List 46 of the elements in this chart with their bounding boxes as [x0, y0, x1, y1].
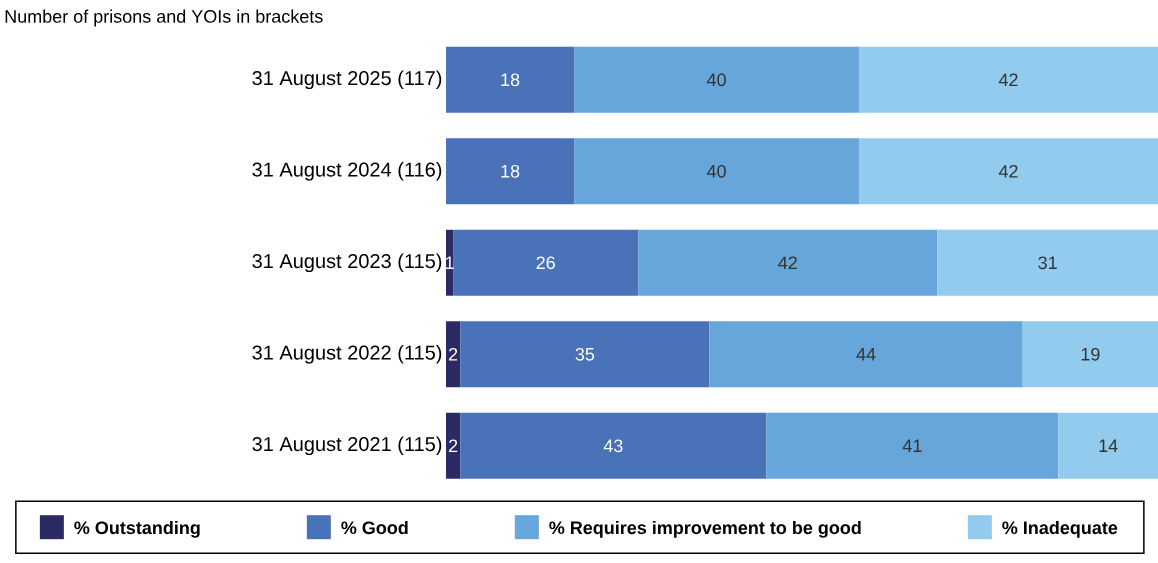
data-label: 40: [706, 164, 726, 178]
legend-label: % Good: [341, 520, 408, 535]
data-label: 42: [998, 73, 1018, 87]
data-label: 2: [449, 347, 458, 361]
y-tick-label: 31 August 2022 (115): [252, 344, 442, 364]
y-tick-label: 31 August 2021 (115): [252, 436, 442, 456]
data-label: 2: [449, 439, 458, 453]
data-label: 35: [575, 347, 595, 361]
data-label: 31: [1038, 256, 1057, 270]
bar: [460, 412, 767, 479]
bar: [446, 412, 461, 479]
data-label: 18: [501, 164, 520, 178]
bar: [937, 229, 1158, 296]
y-tick-label: 31 August 2025 (117): [252, 70, 442, 90]
bar: [858, 46, 1158, 113]
bar: [446, 321, 461, 388]
bar: [453, 229, 639, 296]
bar: [460, 321, 710, 388]
bar: [1058, 412, 1158, 479]
data-label: 43: [603, 439, 623, 453]
data-label: 42: [998, 164, 1018, 178]
y-tick-label: 31 August 2023 (115): [252, 253, 442, 273]
text: Number of prisons and YOIs in brackets: [5, 9, 323, 27]
bar: [574, 46, 859, 113]
bar: [446, 229, 454, 296]
y-tick-label: 31 August 2024 (116): [252, 161, 442, 181]
data-label: 1: [445, 256, 454, 269]
legend-label: % Inadequate: [1002, 520, 1118, 538]
data-label: 19: [1081, 347, 1100, 361]
bar: [709, 321, 1023, 388]
bar: [446, 46, 575, 113]
bar: [766, 412, 1059, 479]
bar: [574, 138, 859, 205]
bar: [638, 229, 938, 296]
bar: [446, 138, 575, 205]
bar: [1022, 321, 1158, 388]
legend-label: % Outstanding: [74, 520, 200, 538]
data-label: 26: [536, 256, 555, 270]
data-label: 40: [706, 73, 726, 87]
data-label: 44: [856, 348, 876, 361]
data-label: 42: [778, 256, 797, 270]
data-label: 18: [501, 73, 520, 87]
data-label: 41: [902, 439, 922, 452]
data-label: 14: [1099, 439, 1118, 452]
legend-label: % Requires improvement to be good: [549, 520, 861, 538]
bar: [858, 138, 1158, 205]
